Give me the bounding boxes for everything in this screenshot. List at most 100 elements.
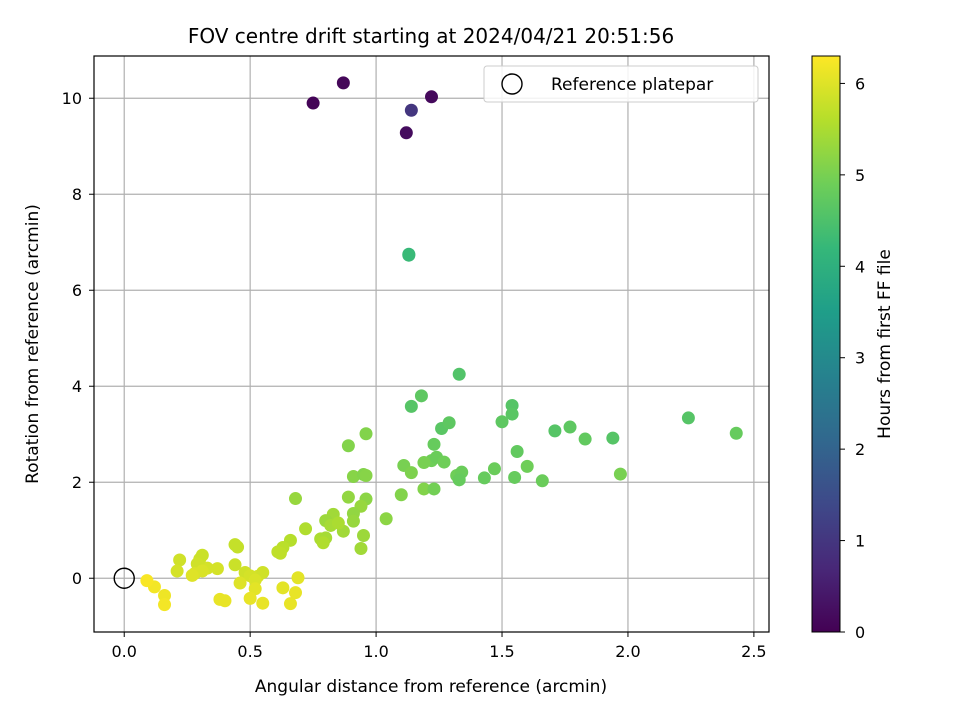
x-axis-ticks: 0.0 0.5 1.0 1.5 2.0 2.5 xyxy=(111,632,767,661)
data-point xyxy=(173,553,187,567)
chart-title: FOV centre drift starting at 2024/04/21 … xyxy=(188,24,674,48)
data-point xyxy=(359,469,373,483)
data-point xyxy=(158,589,172,603)
data-point xyxy=(495,415,509,429)
data-point xyxy=(316,536,330,550)
data-point xyxy=(510,445,524,459)
data-point xyxy=(341,490,355,504)
data-point xyxy=(331,516,345,530)
data-point xyxy=(336,76,350,90)
data-point xyxy=(452,473,466,487)
data-point xyxy=(427,437,441,451)
data-point xyxy=(140,574,154,588)
data-point xyxy=(427,482,441,496)
colorbar-tick-label: 5 xyxy=(855,166,865,185)
y-tick-label: 4 xyxy=(72,377,82,396)
colorbar-ticks: 0 1 2 3 4 5 6 xyxy=(840,74,865,642)
data-point xyxy=(404,103,418,117)
data-point xyxy=(288,492,302,506)
x-axis-label: Angular distance from reference (arcmin) xyxy=(255,677,607,697)
colorbar-tick-label: 0 xyxy=(855,623,865,642)
data-point xyxy=(306,96,320,110)
data-point xyxy=(273,546,287,560)
data-point xyxy=(233,576,247,590)
data-point xyxy=(394,488,408,502)
legend: Reference platepar xyxy=(483,65,759,103)
colorbar-tick-label: 1 xyxy=(855,532,865,551)
colorbar-label: Hours from first FF file xyxy=(875,249,895,439)
data-point xyxy=(417,456,431,470)
data-point xyxy=(442,416,456,430)
data-point xyxy=(402,248,416,262)
colorbar-tick-label: 6 xyxy=(855,74,865,93)
y-tick-label: 8 xyxy=(72,185,82,204)
colorbar-tick-label: 2 xyxy=(855,440,865,459)
y-tick-label: 6 xyxy=(72,281,82,300)
colorbar-tick-label: 4 xyxy=(855,257,865,276)
data-point xyxy=(379,512,393,526)
data-point xyxy=(477,471,491,485)
x-tick-label: 2.5 xyxy=(741,642,766,661)
data-point xyxy=(359,427,373,441)
plot-frame xyxy=(93,55,770,633)
legend-marker-icon xyxy=(501,73,523,95)
data-point xyxy=(356,529,370,543)
data-point xyxy=(210,562,224,576)
data-point xyxy=(404,466,418,480)
y-axis-ticks: 0 2 4 6 8 10 xyxy=(62,89,94,588)
x-tick-label: 0.0 xyxy=(111,642,136,661)
data-point xyxy=(399,126,413,140)
data-point xyxy=(299,522,313,536)
data-points xyxy=(113,76,743,612)
legend-box xyxy=(483,65,759,103)
data-point xyxy=(158,598,172,612)
data-point xyxy=(341,439,355,453)
x-tick-label: 0.5 xyxy=(237,642,262,661)
data-point xyxy=(452,367,466,381)
data-point xyxy=(231,540,245,554)
data-point xyxy=(508,470,522,484)
data-point xyxy=(606,431,620,445)
data-point xyxy=(520,459,534,473)
data-point xyxy=(425,90,438,104)
data-point xyxy=(276,581,290,595)
data-point xyxy=(505,407,519,421)
data-point xyxy=(414,389,428,403)
data-point xyxy=(288,586,302,600)
data-point xyxy=(283,597,297,611)
colorbar-tick-label: 3 xyxy=(855,349,865,368)
data-point xyxy=(729,426,743,440)
data-point xyxy=(346,514,360,528)
data-point xyxy=(417,482,431,496)
data-point xyxy=(248,582,262,596)
data-point xyxy=(185,568,199,582)
data-point xyxy=(437,455,451,469)
data-point xyxy=(487,462,501,476)
data-point xyxy=(681,411,695,425)
data-point xyxy=(243,591,257,605)
data-point xyxy=(256,596,270,610)
data-point xyxy=(228,558,242,572)
data-point xyxy=(563,420,577,434)
data-point xyxy=(346,469,360,483)
data-point xyxy=(578,432,592,446)
data-point xyxy=(218,594,232,608)
y-tick-label: 10 xyxy=(62,89,82,108)
x-tick-label: 1.5 xyxy=(489,642,514,661)
x-tick-label: 2.0 xyxy=(615,642,640,661)
legend-label: Reference platepar xyxy=(551,75,713,95)
y-axis-label: Rotation from reference (arcmin) xyxy=(23,204,43,484)
data-point xyxy=(291,571,305,585)
grid-lines xyxy=(94,56,769,632)
x-tick-label: 1.0 xyxy=(363,642,388,661)
data-point xyxy=(354,541,368,555)
data-point xyxy=(170,564,184,578)
data-point xyxy=(535,474,549,488)
y-tick-label: 2 xyxy=(72,473,82,492)
colorbar xyxy=(811,55,841,633)
data-point xyxy=(404,399,418,413)
reference-platepar-marker xyxy=(113,567,135,589)
data-point xyxy=(548,424,562,438)
y-tick-label: 0 xyxy=(72,569,82,588)
